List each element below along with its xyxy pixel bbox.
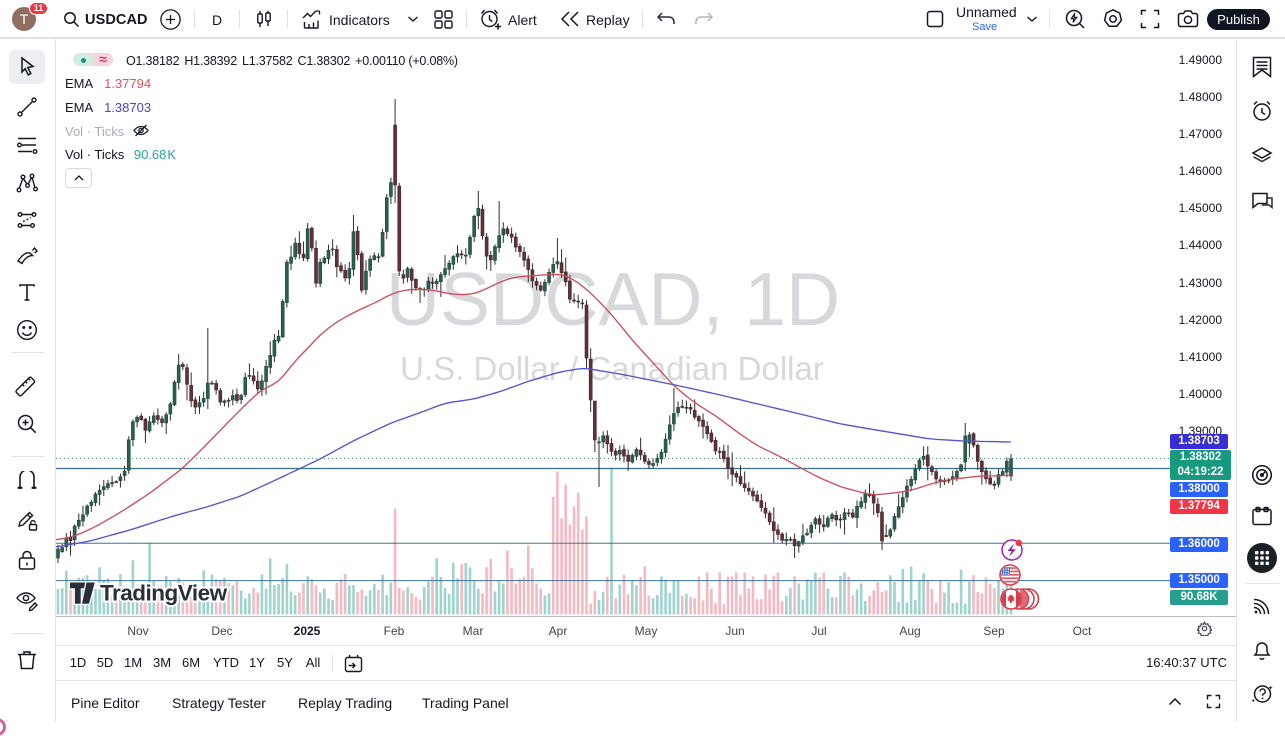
svg-text:USDCAD, 1D: USDCAD, 1D [386,257,840,341]
svg-text:U.S. Dollar / Canadian Dollar: U.S. Dollar / Canadian Dollar [400,350,824,387]
svg-text:TradingView: TradingView [100,581,228,606]
